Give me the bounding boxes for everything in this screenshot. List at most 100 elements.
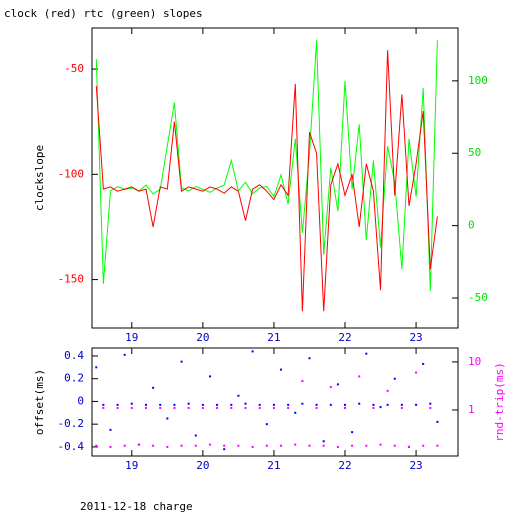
data-point [351, 431, 354, 434]
data-point [180, 360, 183, 363]
y2-tick-label: 0 [468, 219, 475, 232]
data-point [130, 406, 133, 409]
x-tick-label: 22 [338, 459, 351, 472]
data-point [166, 417, 169, 420]
data-point [315, 406, 318, 409]
data-point [422, 362, 425, 365]
data-point [301, 380, 304, 383]
data-point [358, 402, 361, 405]
chart-title: clock (red) rtc (green) slopes [4, 7, 203, 20]
data-point [379, 406, 382, 409]
y-tick-label: 0 [77, 394, 84, 407]
y-tick-label: -150 [58, 273, 85, 286]
data-point [130, 402, 133, 405]
y-tick-label: 0.2 [64, 372, 84, 385]
data-point [386, 389, 389, 392]
data-point [116, 406, 119, 409]
y-tick-label: -50 [64, 62, 84, 75]
data-point [358, 375, 361, 378]
data-point [201, 406, 204, 409]
data-point [145, 406, 148, 409]
data-point [159, 403, 162, 406]
data-point [109, 428, 112, 431]
data-point [208, 443, 211, 446]
data-point [372, 403, 375, 406]
x-tick-label: 19 [125, 331, 138, 344]
data-point [244, 406, 247, 409]
y-tick-label: 0.4 [64, 349, 84, 362]
y2-tick-label: 50 [468, 146, 481, 159]
data-point [365, 444, 368, 447]
data-point [258, 406, 261, 409]
data-point [95, 366, 98, 369]
data-point [265, 444, 268, 447]
data-point [301, 402, 304, 405]
data-point [230, 406, 233, 409]
data-point [329, 403, 332, 406]
y2-tick-label: -50 [468, 291, 488, 304]
data-point [194, 434, 197, 437]
data-point [429, 402, 432, 405]
data-point [137, 443, 140, 446]
plot-frame [91, 347, 459, 457]
data-point [351, 444, 354, 447]
data-point [201, 403, 204, 406]
data-point [436, 420, 439, 423]
x-tick-label: 20 [196, 331, 209, 344]
data-point [145, 403, 148, 406]
data-point [109, 445, 112, 448]
data-point [251, 445, 254, 448]
data-point [102, 403, 105, 406]
y2-tick-label: 10 [468, 355, 481, 368]
x-tick-label: 21 [267, 331, 280, 344]
data-point [344, 403, 347, 406]
data-point [251, 350, 254, 353]
data-point [116, 403, 119, 406]
data-point [365, 352, 368, 355]
data-point [166, 445, 169, 448]
data-point [187, 406, 190, 409]
data-point [294, 411, 297, 414]
data-point [336, 383, 339, 386]
y-tick-label: -100 [58, 167, 85, 180]
data-point [415, 403, 418, 406]
data-point [344, 406, 347, 409]
data-point [152, 444, 155, 447]
data-point [379, 443, 382, 446]
data-point [102, 406, 105, 409]
data-point [244, 402, 247, 405]
data-point [400, 403, 403, 406]
caption: 2011-12-18 charge [80, 500, 193, 512]
data-point [322, 440, 325, 443]
data-point [287, 403, 290, 406]
data-point [294, 443, 297, 446]
data-point [422, 444, 425, 447]
data-point [393, 377, 396, 380]
x-tick-label: 23 [409, 331, 422, 344]
data-point [287, 406, 290, 409]
data-point [436, 444, 439, 447]
data-point [230, 403, 233, 406]
data-point [407, 445, 410, 448]
data-point [123, 444, 126, 447]
data-point [280, 368, 283, 371]
y2-tick-label: 100 [468, 74, 488, 87]
data-point [308, 444, 311, 447]
data-point [315, 403, 318, 406]
y2-axis-label: rnd-trip(ms) [493, 362, 506, 441]
data-point [173, 403, 176, 406]
data-point [280, 444, 283, 447]
data-point [429, 406, 432, 409]
x-tick-label: 20 [196, 459, 209, 472]
data-point [393, 444, 396, 447]
data-point [173, 406, 176, 409]
data-point [265, 423, 268, 426]
y-tick-label: -0.4 [58, 440, 85, 453]
y-axis-label: clockslope [33, 145, 46, 211]
data-point [308, 357, 311, 360]
data-point [180, 444, 183, 447]
data-point [272, 403, 275, 406]
data-point [415, 371, 418, 374]
